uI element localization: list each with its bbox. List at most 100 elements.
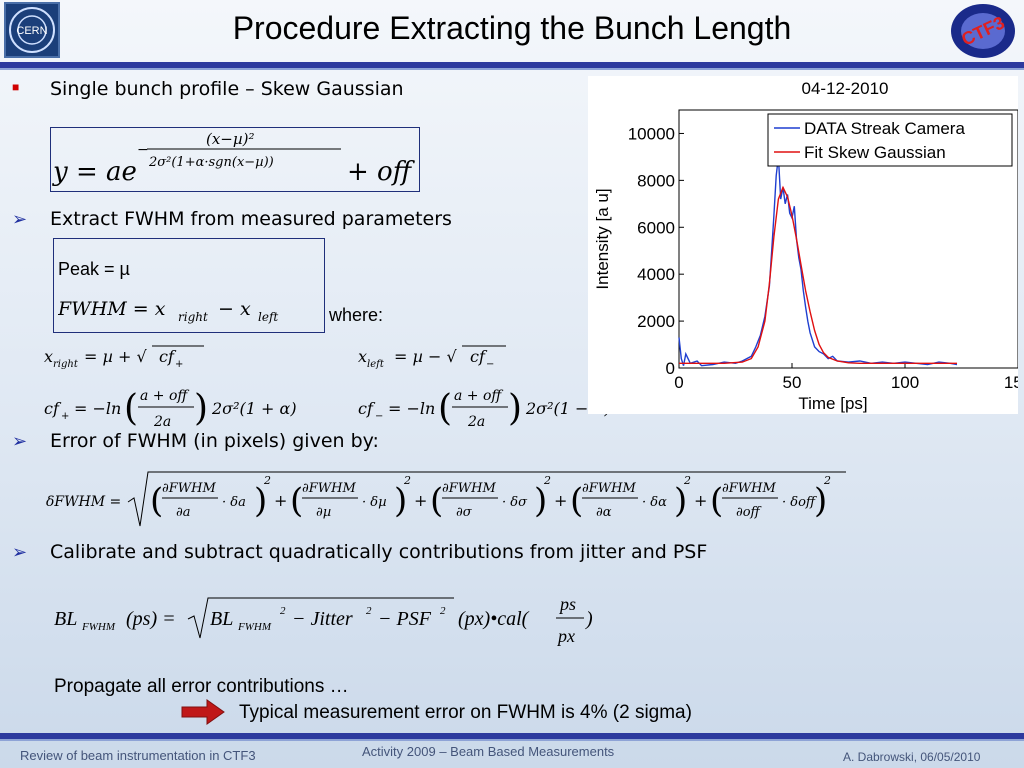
arrow-bullet-icon: ➢ (12, 209, 28, 229)
bunch-length-formula: BL FWHM (ps) = BL FWHM 2 − Jitter 2 − PSF 2 … (54, 594, 593, 646)
svg-text:): ) (585, 608, 593, 630)
delta-term-plus: + (694, 491, 707, 510)
typical-error-text: Typical measurement error on FWHM is 4% … (239, 702, 692, 723)
svg-text:−: − (137, 142, 149, 158)
svg-text:a + off: a + off (140, 388, 189, 404)
cf-formulas: x right = µ + √ cf + x left = µ − √ cf − cf + =… (44, 345, 611, 430)
peak-text: Peak = µ (58, 259, 130, 279)
delta-term-factor: · δα (642, 495, 667, 510)
chart-title: 04-12-2010 (802, 79, 889, 98)
svg-text:left: left (258, 310, 278, 324)
delta-term-paren: ) (394, 481, 407, 521)
svg-text:cf: cf (159, 347, 177, 366)
svg-text:): ) (508, 388, 522, 429)
svg-text:2a: 2a (467, 414, 485, 430)
svg-text:x: x (358, 347, 367, 366)
header-divider-light (0, 68, 1024, 70)
footer-divider-light (0, 739, 1024, 741)
x-tick-label: 100 (891, 373, 919, 392)
bullet-extract-fwhm: Extract FWHM from measured parameters (50, 208, 452, 230)
delta-term-denominator: ∂α (596, 505, 612, 520)
svg-text:left: left (367, 359, 385, 370)
cern-logo-text: CERN (16, 25, 47, 37)
footer-center: Activity 2009 – Beam Based Measurements (362, 744, 615, 759)
delta-term-factor: · δσ (502, 495, 528, 510)
skew-gaussian-formula: y = ae − (x−µ)² 2σ²(1+α·sgn(x−µ)) + off (50, 127, 420, 192)
delta-term-paren: ( (710, 481, 723, 521)
svg-text:= −ln: = −ln (74, 399, 121, 418)
square-bullet-icon: ■ (12, 80, 20, 94)
delta-fwhm-formula: δFWHM = (∂FWHM∂a· δa)2+ (∂FWHM∂µ· δµ)2+ (∂… (46, 471, 846, 527)
svg-text:δFWHM =: δFWHM = (46, 494, 121, 510)
delta-term-factor: · δa (222, 495, 246, 510)
where-text: where: (329, 305, 384, 325)
x-tick-label: 0 (674, 373, 683, 392)
svg-text:2a: 2a (153, 414, 171, 430)
delta-term-paren: ( (150, 481, 163, 521)
svg-text:right: right (53, 359, 79, 370)
svg-text:(px)•cal(: (px)•cal( (458, 608, 530, 630)
footer-right: A. Dabrowski, 06/05/2010 (843, 750, 981, 764)
footer-divider (0, 733, 1024, 739)
svg-text:2σ²(1 + α): 2σ²(1 + α) (211, 399, 297, 418)
header-divider (0, 62, 1024, 68)
chart-x-label: Time [ps] (798, 394, 867, 413)
svg-text:(: ( (438, 388, 452, 429)
delta-term-numerator: ∂FWHM (162, 481, 216, 496)
svg-text:FWHM: FWHM (81, 621, 116, 633)
chart-legend: DATA Streak Camera Fit Skew Gaussian (767, 113, 1013, 167)
svg-text:ps: ps (558, 594, 576, 614)
svg-text:a + off: a + off (454, 388, 503, 404)
svg-text:(x−µ)²: (x−µ)² (206, 130, 255, 148)
svg-text:+ off: + off (347, 157, 416, 187)
legend-label: DATA Streak Camera (804, 119, 965, 138)
y-tick-label: 10000 (628, 124, 675, 143)
svg-text:cf: cf (358, 399, 376, 418)
y-tick-label: 2000 (637, 312, 675, 331)
arrow-bullet-icon: ➢ (12, 431, 28, 451)
svg-text:2σ²(1+α·sgn(x−µ)): 2σ²(1+α·sgn(x−µ)) (148, 155, 274, 170)
delta-term-paren: ( (430, 481, 443, 521)
svg-text:FWHM: FWHM (237, 621, 272, 633)
delta-term-exponent: 2 (683, 474, 691, 487)
delta-term-plus: + (554, 491, 567, 510)
svg-text:−: − (375, 411, 383, 422)
svg-text:= µ − √: = µ − √ (394, 347, 457, 366)
delta-term-paren: ) (254, 481, 267, 521)
delta-term-numerator: ∂FWHM (722, 481, 776, 496)
delta-term-numerator: ∂FWHM (442, 481, 496, 496)
bullet-error-fwhm: Error of FWHM (in pixels) given by: (50, 430, 379, 452)
delta-term-denominator: ∂a (176, 505, 190, 520)
y-tick-label: 8000 (637, 171, 675, 190)
legend-label: Fit Skew Gaussian (804, 143, 946, 162)
cern-logo: CERN (4, 2, 60, 58)
page-title: Procedure Extracting the Bunch Length (232, 10, 792, 46)
propagate-text: Propagate all error contributions … (54, 676, 349, 697)
svg-text:−: − (486, 359, 494, 370)
svg-text:px: px (556, 626, 575, 646)
delta-term-denominator: ∂σ (456, 505, 473, 520)
delta-term-exponent: 2 (823, 474, 831, 487)
svg-text:x: x (44, 347, 53, 366)
delta-term-factor: · δµ (362, 495, 387, 510)
delta-term-denominator: ∂µ (316, 505, 331, 520)
bullet-calibrate: Calibrate and subtract quadratically con… (50, 541, 708, 563)
bullet-skew-gaussian: Single bunch profile – Skew Gaussian (50, 78, 404, 100)
svg-text:2: 2 (280, 605, 286, 617)
delta-term-numerator: ∂FWHM (302, 481, 356, 496)
ctf3-logo: CTF3 (948, 2, 1018, 60)
svg-text:= −ln: = −ln (388, 399, 435, 418)
svg-text:BL: BL (54, 608, 77, 630)
footer-left: Review of beam instrumentation in CTF3 (20, 748, 256, 763)
svg-text:cf: cf (44, 399, 62, 418)
svg-text:): ) (194, 388, 208, 429)
delta-term-plus: + (414, 491, 427, 510)
red-arrow-graphic (181, 699, 225, 725)
x-tick-label: 50 (783, 373, 802, 392)
delta-term-paren: ) (674, 481, 687, 521)
skew-gaussian-formula-graphic: y = ae − (x−µ)² 2σ²(1+α·sgn(x−µ)) + off (52, 130, 416, 187)
svg-text:right: right (178, 310, 208, 324)
x-tick-label: 150 (1004, 373, 1018, 392)
svg-text:− PSF: − PSF (378, 608, 432, 630)
svg-text:+: + (61, 411, 69, 422)
